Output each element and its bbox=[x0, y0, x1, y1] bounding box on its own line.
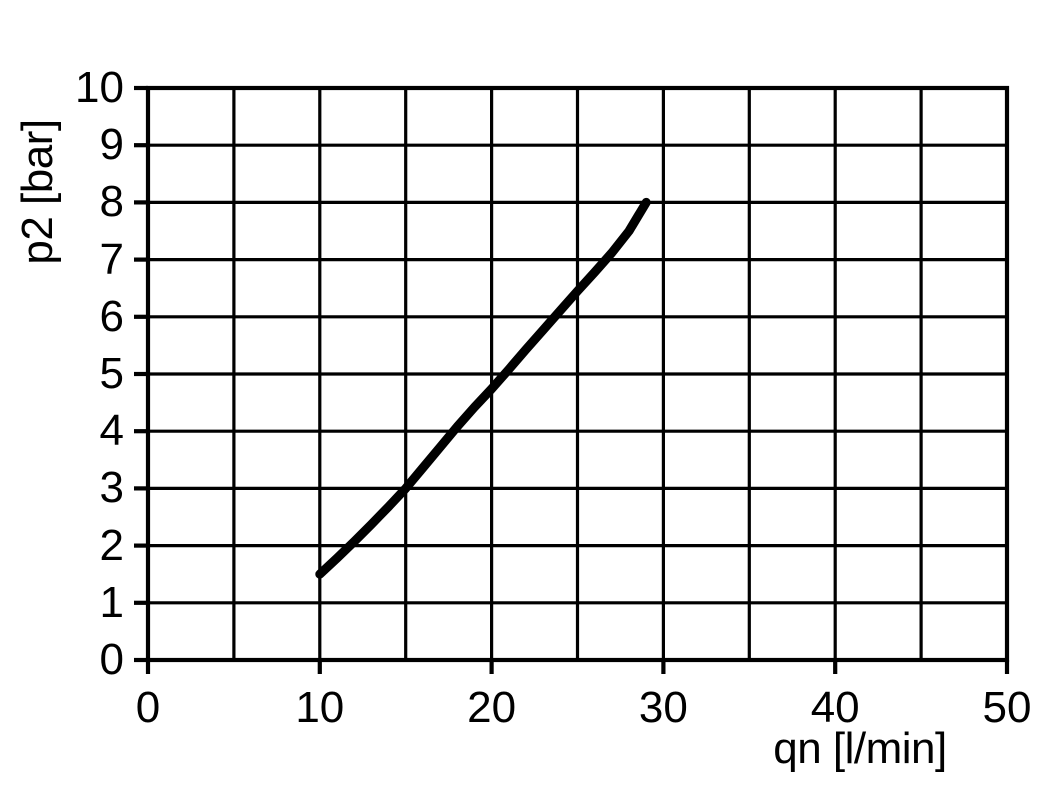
y-tick-label: 9 bbox=[99, 120, 124, 170]
y-tick-label: 5 bbox=[99, 349, 124, 398]
x-tick-label: 0 bbox=[135, 683, 161, 732]
x-tick-label: 30 bbox=[638, 683, 688, 732]
x-tick-label: 10 bbox=[295, 683, 345, 732]
x-tick-label: 40 bbox=[810, 683, 860, 732]
gridlines bbox=[148, 88, 1007, 660]
data-series bbox=[315, 197, 651, 579]
y-tick-label: 6 bbox=[99, 291, 124, 341]
y-tick-label: 10 bbox=[75, 63, 124, 112]
y-tick-label: 1 bbox=[99, 577, 124, 627]
y-tick-label: 8 bbox=[99, 177, 124, 227]
x-tick-label: 50 bbox=[982, 683, 1032, 732]
tick-marks bbox=[134, 85, 1010, 674]
x-axis-title: qn [l/min] bbox=[773, 724, 947, 773]
plot-frame bbox=[145, 85, 1010, 663]
y-tick-label: 4 bbox=[99, 406, 124, 456]
y-tick-label: 7 bbox=[99, 234, 124, 284]
series-line bbox=[315, 197, 651, 579]
y-tick-label: 3 bbox=[99, 463, 124, 513]
axis-frame bbox=[145, 85, 1010, 663]
y-tick-label: 2 bbox=[99, 520, 124, 570]
x-tick-label: 20 bbox=[467, 683, 517, 732]
y-tick-label: 0 bbox=[99, 635, 124, 684]
